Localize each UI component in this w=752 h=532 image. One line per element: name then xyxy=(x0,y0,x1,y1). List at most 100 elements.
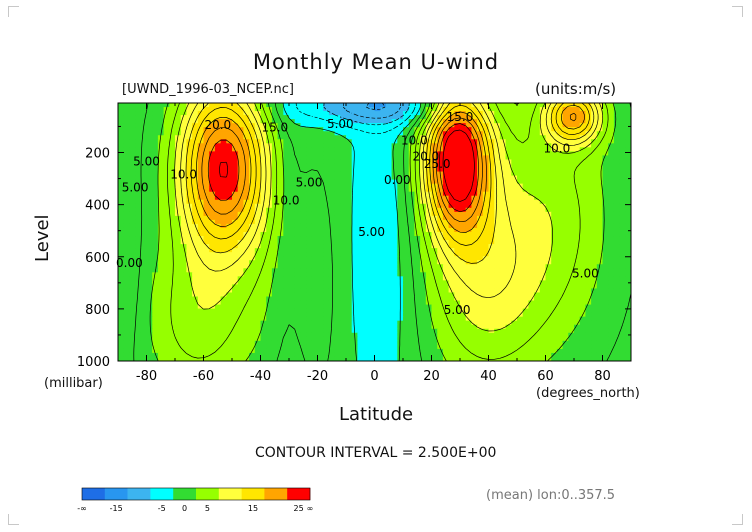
field-cell xyxy=(460,175,467,181)
field-cell xyxy=(226,103,233,108)
field-cell xyxy=(437,167,444,173)
field-cell xyxy=(477,223,484,229)
field-cell xyxy=(214,143,222,148)
field-cell xyxy=(517,107,524,112)
field-cell xyxy=(596,312,604,318)
field-cell xyxy=(613,248,621,253)
field-cell xyxy=(471,111,478,116)
field-cell xyxy=(596,111,604,116)
field-cell xyxy=(123,223,130,229)
field-cell xyxy=(118,123,125,128)
field-cell xyxy=(214,179,222,185)
field-cell xyxy=(460,119,467,124)
field-cell xyxy=(277,199,284,205)
field-cell xyxy=(266,167,273,173)
field-cell xyxy=(334,300,341,306)
field-cell xyxy=(186,240,193,245)
field-cell xyxy=(180,300,187,306)
field-cell xyxy=(266,304,273,310)
field-cell xyxy=(551,276,558,281)
field-cell xyxy=(180,312,187,318)
field-cell xyxy=(129,256,136,261)
field-cell xyxy=(385,256,393,261)
field-cell xyxy=(146,147,153,152)
field-cell xyxy=(613,252,621,257)
field-cell xyxy=(163,147,170,152)
field-cell xyxy=(431,123,438,128)
field-cell xyxy=(328,179,336,185)
field-cell xyxy=(175,296,182,302)
field-cell xyxy=(454,199,461,205)
field-cell xyxy=(157,103,165,108)
field-cell xyxy=(403,316,410,322)
field-cell xyxy=(442,256,450,261)
field-cell xyxy=(260,151,267,157)
field-cell xyxy=(129,143,136,148)
field-cell xyxy=(602,171,609,177)
field-cell xyxy=(625,312,631,318)
field-cell xyxy=(539,280,547,286)
field-cell xyxy=(152,127,159,132)
field-cell xyxy=(374,147,381,152)
field-cell xyxy=(602,111,609,116)
field-cell xyxy=(619,292,626,298)
field-cell xyxy=(203,308,210,314)
field-cell xyxy=(169,167,176,173)
field-cell xyxy=(494,320,501,326)
field-cell xyxy=(368,175,376,181)
field-cell xyxy=(363,240,370,245)
field-cell xyxy=(254,284,262,290)
field-cell xyxy=(574,155,581,161)
field-cell xyxy=(556,151,564,157)
mean-note: (mean) lon:0..357.5 xyxy=(486,488,616,503)
field-cell xyxy=(391,171,398,177)
field-cell xyxy=(226,316,233,322)
field-cell xyxy=(368,268,376,273)
field-cell xyxy=(118,316,125,322)
field-cell xyxy=(431,127,438,132)
field-cell xyxy=(351,107,358,112)
field-cell xyxy=(574,135,581,140)
field-cell xyxy=(625,127,631,132)
field-cell xyxy=(317,143,324,148)
field-cell xyxy=(556,304,564,310)
field-cell xyxy=(163,232,170,237)
field-cell xyxy=(283,248,290,253)
field-cell xyxy=(283,171,290,177)
field-cell xyxy=(539,175,547,181)
field-cell xyxy=(414,147,421,152)
field-cell xyxy=(363,284,370,290)
field-cell xyxy=(517,284,524,290)
field-cell xyxy=(374,159,381,165)
field-cell xyxy=(277,147,284,152)
field-cell xyxy=(517,256,524,261)
field-cell xyxy=(363,300,370,306)
field-cell xyxy=(391,264,398,269)
field-cell xyxy=(625,276,631,281)
field-cell xyxy=(613,276,621,281)
field-cell xyxy=(237,171,244,177)
field-cell xyxy=(152,324,159,330)
field-cell xyxy=(363,320,370,326)
field-cell xyxy=(437,151,444,157)
field-cell xyxy=(311,179,319,185)
field-cell xyxy=(334,264,341,269)
field-cell xyxy=(214,296,222,302)
field-cell xyxy=(340,163,347,169)
field-cell xyxy=(414,155,421,161)
field-cell xyxy=(118,236,125,241)
field-cell xyxy=(414,171,421,177)
field-cell xyxy=(237,236,244,241)
field-cell xyxy=(328,115,336,120)
field-cell xyxy=(454,107,461,112)
field-cell xyxy=(528,175,535,181)
field-cell xyxy=(619,211,626,217)
field-cell xyxy=(460,308,467,314)
field-cell xyxy=(180,264,187,269)
field-cell xyxy=(391,147,398,152)
field-cell xyxy=(334,240,341,245)
field-cell xyxy=(328,187,336,193)
field-cell xyxy=(197,256,205,261)
field-cell xyxy=(562,264,569,269)
field-cell xyxy=(562,179,569,185)
